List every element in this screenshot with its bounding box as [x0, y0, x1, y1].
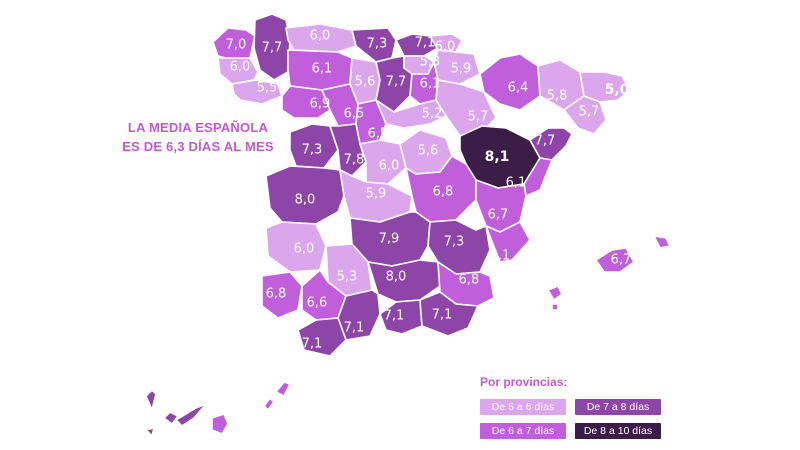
province-value-label: 5,9: [451, 62, 472, 77]
province-region: [261, 271, 303, 319]
province-value-label: 8,0: [386, 270, 407, 285]
province-value-label: 7,3: [444, 235, 465, 250]
province-region: [485, 221, 531, 263]
headline: LA MEDIA ESPAÑOLA ES DE 6,3 DÍAS AL MES: [118, 118, 278, 156]
province-value-label: 6,0: [294, 242, 315, 257]
province-value-label: 7,7: [262, 41, 283, 56]
province-value-label: 6,5: [344, 107, 365, 122]
province-value-label: 7,1: [415, 36, 436, 51]
province-value-label: 6,1: [490, 249, 511, 264]
island-region: [595, 247, 635, 273]
island-region: [145, 427, 155, 437]
province-region: [285, 23, 357, 53]
province-value-label: 6,4: [508, 81, 529, 96]
island-region: [263, 397, 275, 411]
province-value-label: 7,8: [344, 153, 365, 168]
province-region: [289, 123, 339, 169]
legend-item-7-8: De 7 a 8 días: [575, 399, 661, 415]
province-value-label: 7,3: [367, 37, 388, 52]
province-value-label: 5,7: [579, 105, 600, 120]
legend-item-5-6: De 5 a 6 días: [480, 399, 566, 415]
province-value-label: 7,7: [386, 75, 407, 90]
province-value-label: 5,3: [420, 55, 441, 70]
province-value-label: 8,0: [295, 193, 316, 208]
province-region: [265, 165, 345, 225]
province-region: [429, 33, 463, 53]
island-region: [275, 381, 291, 397]
province-region: [265, 221, 327, 273]
province-value-label: 6,7: [488, 208, 509, 223]
legend-title: Por provincias:: [480, 375, 568, 389]
island-region: [163, 411, 179, 425]
province-value-label: 6,6: [307, 296, 328, 311]
province-region: [217, 57, 259, 85]
province-region: [359, 139, 407, 185]
province-value-label: 7,3: [302, 143, 323, 158]
province-value-label: 5,6: [355, 75, 376, 90]
province-value-label: 7,1: [344, 321, 365, 336]
province-value-label: 7,1: [432, 308, 453, 323]
legend-item-6-7: De 6 a 7 días: [480, 423, 566, 439]
province-value-label: 5,3: [337, 270, 358, 285]
province-value-label: 6,9: [310, 97, 331, 112]
province-value-label: 6,1: [506, 176, 527, 191]
province-region: [419, 291, 479, 337]
province-value-label: 6,8: [459, 273, 480, 288]
legend-item-8-10: De 8 a 10 días: [575, 423, 661, 439]
island-region: [551, 303, 559, 311]
province-value-label: 6,8: [433, 185, 454, 200]
island-region: [653, 235, 671, 249]
headline-line-1: LA MEDIA ESPAÑOLA: [127, 120, 269, 135]
province-labels: 7,0 7,76,05,56,0 6,17,3 7,1 6,05,3 5,95,6 7,7 6…: [226, 29, 632, 352]
province-value-label: 5,9: [366, 187, 387, 202]
province-value-label: 6,0: [310, 29, 331, 44]
province-region: [281, 85, 331, 119]
province-value-label: 7,1: [384, 309, 405, 324]
island-region: [145, 389, 157, 411]
province-value-label: 5,6: [418, 144, 439, 159]
headline-line-2: ES DE 6,3 DÍAS AL MES: [122, 139, 274, 154]
province-value-label: 7,0: [226, 38, 247, 53]
province-value-label: 8,1: [485, 149, 510, 165]
province-value-label: 6,1: [420, 77, 441, 92]
province-value-label: 6,0: [435, 40, 456, 55]
province-value-label: 7,1: [302, 337, 323, 352]
province-region: [297, 317, 347, 357]
province-value-label: 6,7: [611, 253, 632, 268]
province-value-label: 7,7: [535, 134, 556, 149]
province-value-label: 5,5: [257, 81, 278, 96]
province-value-label: 5,2: [422, 107, 443, 122]
province-value-label: 6,0: [379, 159, 400, 174]
province-value-label: 6,5: [368, 127, 389, 142]
province-value-label: 6,8: [266, 287, 287, 302]
province-value-label: 5,7: [468, 110, 489, 125]
island-region: [211, 413, 229, 435]
province-region: [337, 289, 381, 341]
island-region: [547, 285, 563, 301]
province-region: [427, 219, 491, 275]
province-region: [231, 79, 283, 105]
province-value-label: 6,1: [312, 62, 333, 77]
island-region: [175, 403, 207, 427]
province-value-label: 7,9: [379, 232, 400, 247]
province-value-label: 5,0: [605, 82, 630, 98]
province-region: [563, 95, 607, 135]
province-regions: [145, 13, 671, 437]
province-region: [212, 27, 256, 61]
province-value-label: 6,0: [230, 60, 251, 75]
province-value-label: 5,8: [547, 89, 568, 104]
